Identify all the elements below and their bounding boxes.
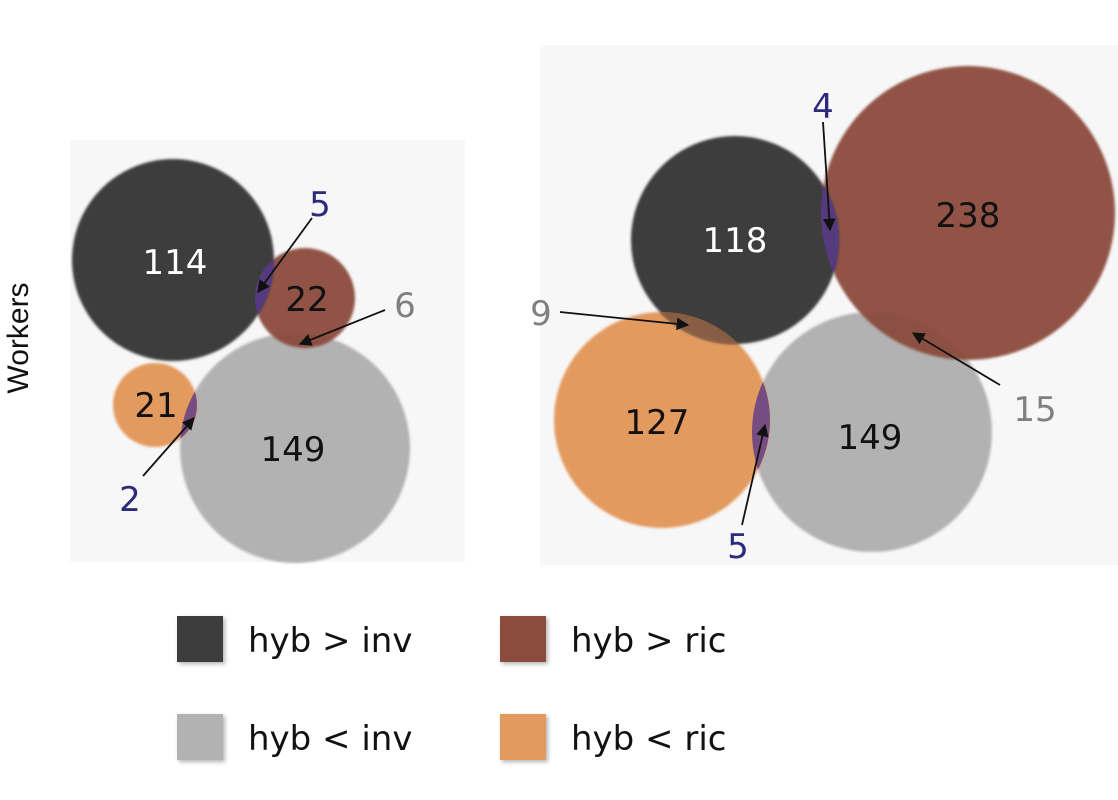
count-hyb-lt-ric: 127 xyxy=(625,403,690,443)
label-overlap-gt-ric-lt-inv: 6 xyxy=(394,286,416,326)
circle-hyb-gt-ric xyxy=(821,66,1115,360)
legend-label: hyb > ric xyxy=(571,621,726,661)
label-overlap-gt-inv-gt-ric: 5 xyxy=(309,185,331,225)
legend-item-hyb-lt-inv: hyb < inv xyxy=(177,714,412,760)
legend-label: hyb > inv xyxy=(248,621,412,661)
label-overlap-gt-inv-gt-ric: 4 xyxy=(812,87,834,127)
arrow-overlap-15 xyxy=(911,332,1001,386)
label-overlap-gt-inv-lt-ric: 9 xyxy=(530,294,552,334)
label-overlap-gt-ric-lt-inv: 15 xyxy=(1013,390,1056,430)
count-hyb-gt-ric: 22 xyxy=(285,280,328,320)
circle-hyb-gt-inv xyxy=(631,136,839,344)
count-hyb-gt-inv: 118 xyxy=(703,221,768,261)
count-hyb-gt-inv: 114 xyxy=(143,243,208,283)
arrow-overlap-5 xyxy=(257,217,313,294)
label-overlap-lt-ric-lt-inv: 2 xyxy=(119,480,141,520)
row-label-workers: Workers xyxy=(2,282,35,393)
arrow-overlap-6 xyxy=(298,309,386,346)
count-hyb-lt-ric: 21 xyxy=(134,386,177,426)
label-overlap-lt-ric-lt-inv: 5 xyxy=(727,527,749,567)
legend-item-hyb-gt-inv: hyb > inv xyxy=(177,616,412,662)
venn-panel-left: 114 22 21 149 5 6 2 xyxy=(70,140,465,563)
count-hyb-lt-inv: 149 xyxy=(261,430,326,470)
circle-hyb-lt-ric xyxy=(113,363,197,447)
legend-label: hyb < ric xyxy=(571,719,726,759)
legend-item-hyb-lt-ric: hyb < ric xyxy=(500,714,726,760)
legend-swatch xyxy=(500,714,546,760)
legend-swatch xyxy=(177,616,223,662)
count-hyb-lt-inv: 149 xyxy=(838,418,903,458)
circle-hyb-lt-ric xyxy=(554,312,770,528)
circle-hyb-gt-ric xyxy=(255,248,355,348)
legend-label: hyb < inv xyxy=(248,719,412,759)
arrow-overlap-5 xyxy=(741,423,769,526)
circle-hyb-lt-inv xyxy=(752,312,992,552)
count-hyb-gt-ric: 238 xyxy=(936,196,1001,236)
legend-item-hyb-gt-ric: hyb > ric xyxy=(500,616,726,662)
legend-swatch xyxy=(500,616,546,662)
arrow-overlap-4 xyxy=(822,121,836,232)
arrow-overlap-9 xyxy=(559,311,690,331)
legend: hyb > inv hyb > ric hyb < inv hyb < ric xyxy=(177,616,726,760)
venn-panel-right: 118 238 127 149 4 9 15 5 xyxy=(530,45,1118,567)
arrow-overlap-2 xyxy=(142,417,195,477)
legend-swatch xyxy=(177,714,223,760)
circle-hyb-gt-inv xyxy=(72,159,274,361)
circle-hyb-lt-inv xyxy=(180,333,410,563)
